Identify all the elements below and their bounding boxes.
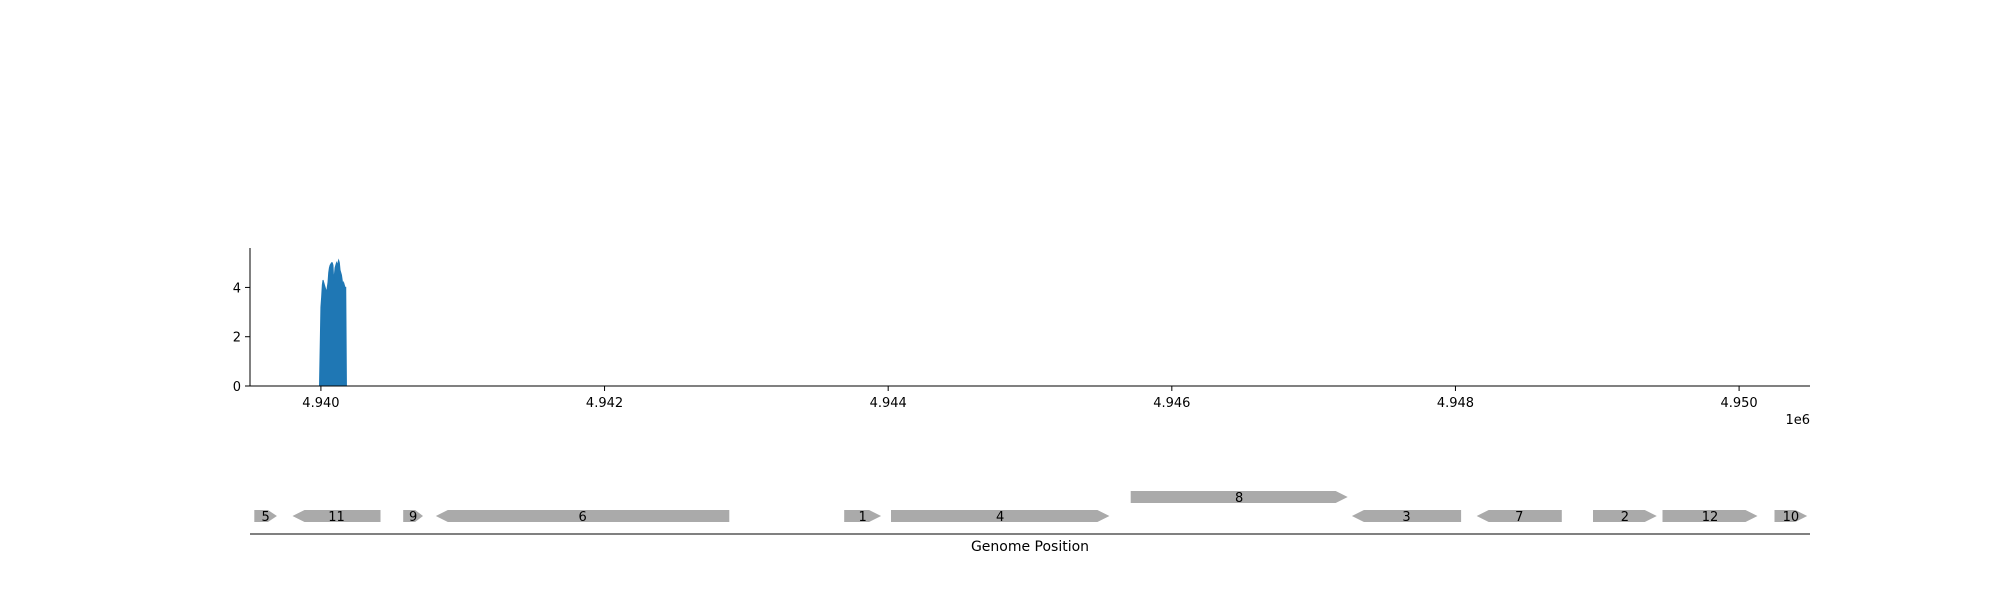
gene-arrow <box>1476 510 1562 522</box>
gene-label: 1 <box>859 510 867 525</box>
gene-label: 3 <box>1402 510 1410 525</box>
x-tick-label: 4.946 <box>1153 396 1190 411</box>
coverage-panel: 0 2 4 4.940 4.942 4.944 4.946 4.948 4.950 1e6 <box>233 248 1810 428</box>
gene-label: 7 <box>1515 510 1523 525</box>
gene-label: 9 <box>409 510 417 525</box>
gene-track-xlabel: Genome Position <box>971 539 1089 555</box>
x-tick-label: 4.948 <box>1437 396 1474 411</box>
gene-track-panel: 5 11 9 6 1 4 8 3 7 2 12 10 Genome Position <box>250 491 1810 555</box>
y-tick-label: 0 <box>233 380 241 395</box>
y-ticks: 0 2 4 <box>233 281 250 395</box>
gene-arrow <box>403 510 423 522</box>
gene-label: 12 <box>1702 510 1719 525</box>
x-tick-label: 4.942 <box>586 396 623 411</box>
gene-arrow <box>891 510 1110 522</box>
gene-label: 10 <box>1783 510 1800 525</box>
gene-arrow <box>1774 510 1808 522</box>
gene-arrow <box>844 510 882 522</box>
x-tick-label: 4.950 <box>1720 396 1757 411</box>
gene-label: 8 <box>1235 491 1243 506</box>
gene-arrow <box>1130 491 1348 503</box>
genes: 5 11 9 6 1 4 8 3 7 2 12 10 <box>254 491 1808 525</box>
gene-arrow <box>292 510 381 522</box>
x-offset-label: 1e6 <box>1785 413 1810 428</box>
gene-label: 2 <box>1621 510 1629 525</box>
coverage-area <box>250 258 1740 387</box>
gene-arrow <box>1593 510 1657 522</box>
gene-arrow <box>254 510 277 522</box>
gene-label: 6 <box>578 510 586 525</box>
gene-label: 4 <box>996 510 1004 525</box>
gene-arrow <box>1662 510 1758 522</box>
x-tick-label: 4.940 <box>302 396 339 411</box>
y-tick-label: 4 <box>233 281 241 296</box>
gene-arrow <box>435 510 730 522</box>
gene-label: 11 <box>328 510 345 525</box>
gene-label: 5 <box>261 510 269 525</box>
x-tick-label: 4.944 <box>870 396 907 411</box>
gene-arrow <box>1351 510 1462 522</box>
y-tick-label: 2 <box>233 331 241 346</box>
x-ticks: 4.940 4.942 4.944 4.946 4.948 4.950 <box>302 386 1758 411</box>
